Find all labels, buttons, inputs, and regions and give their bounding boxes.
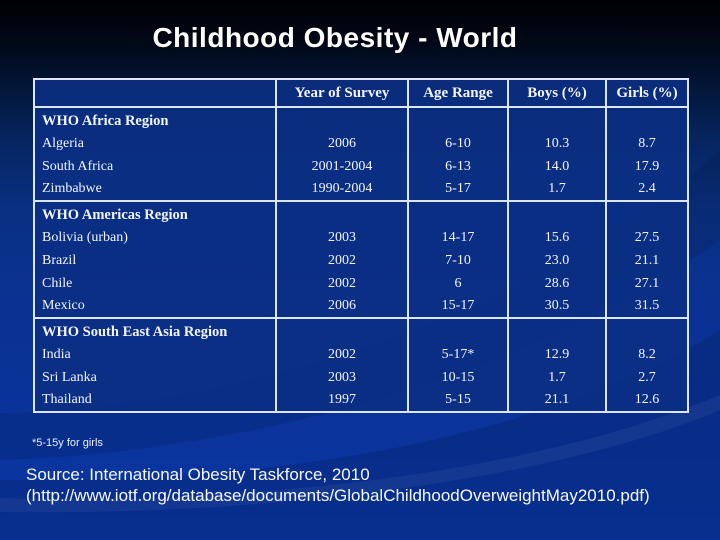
year-cell: 2003 bbox=[275, 226, 408, 249]
boys-cell: 1.7 bbox=[507, 366, 606, 389]
table-row: Zimbabwe 1990-2004 5-17 1.7 2.4 bbox=[34, 178, 688, 201]
boys-cell: 1.7 bbox=[507, 178, 606, 201]
country-cell: Sri Lanka bbox=[42, 369, 97, 385]
year-cell: 2006 bbox=[275, 295, 408, 318]
age-cell: 14-17 bbox=[407, 226, 508, 249]
boys-cell: 23.0 bbox=[507, 249, 606, 272]
region-label: WHO South East Asia Region bbox=[42, 324, 228, 341]
country-cell: Chile bbox=[42, 275, 73, 291]
year-cell: 2002 bbox=[275, 272, 408, 295]
region-header-row: WHO South East Asia Region bbox=[34, 318, 688, 343]
girls-cell: 21.1 bbox=[605, 249, 688, 272]
girls-cell: 12.6 bbox=[605, 389, 688, 412]
empty-cell bbox=[605, 201, 688, 226]
table-row: Brazil 2002 7-10 23.0 21.1 bbox=[34, 249, 688, 272]
empty-cell bbox=[407, 107, 508, 132]
empty-cell bbox=[407, 318, 508, 343]
girls-cell: 31.5 bbox=[605, 295, 688, 318]
country-cell: Brazil bbox=[42, 252, 77, 268]
empty-cell bbox=[605, 107, 688, 132]
header-year: Year of Survey bbox=[275, 79, 408, 108]
header-boys: Boys (%) bbox=[507, 79, 606, 108]
table-row: Bolivia (urban) 2003 14-17 15.6 27.5 bbox=[34, 226, 688, 249]
age-cell: 15-17 bbox=[407, 295, 508, 318]
source-citation: Source: International Obesity Taskforce,… bbox=[26, 464, 650, 506]
empty-cell bbox=[407, 201, 508, 226]
girls-cell: 2.4 bbox=[605, 178, 688, 201]
age-cell: 5-17 bbox=[407, 178, 508, 201]
country-cell: Algeria bbox=[42, 135, 84, 151]
age-cell: 5-15 bbox=[407, 389, 508, 412]
empty-cell bbox=[605, 318, 688, 343]
header-row: Year of Survey Age Range Boys (%) Girls … bbox=[34, 79, 688, 108]
region-header-row: WHO Africa Region bbox=[34, 107, 688, 132]
section-south-east-asia: WHO South East Asia Region India 2002 5-… bbox=[34, 318, 688, 412]
section-americas: WHO Americas Region Bolivia (urban) 2003… bbox=[34, 201, 688, 318]
footnote: *5-15y for girls bbox=[32, 437, 103, 449]
year-cell: 1997 bbox=[275, 389, 408, 412]
header-country bbox=[34, 79, 276, 108]
age-cell: 6-13 bbox=[407, 155, 508, 178]
empty-cell bbox=[275, 318, 408, 343]
source-line-1: Source: International Obesity Taskforce,… bbox=[26, 465, 370, 484]
table-row: Mexico 2006 15-17 30.5 31.5 bbox=[34, 295, 688, 318]
boys-cell: 30.5 bbox=[507, 295, 606, 318]
girls-cell: 27.1 bbox=[605, 272, 688, 295]
country-cell: South Africa bbox=[42, 158, 114, 174]
obesity-data-table: Year of Survey Age Range Boys (%) Girls … bbox=[33, 78, 689, 413]
table-row: Algeria 2006 6-10 10.3 8.7 bbox=[34, 132, 688, 155]
empty-cell bbox=[275, 107, 408, 132]
empty-cell bbox=[275, 201, 408, 226]
empty-cell bbox=[507, 201, 606, 226]
boys-cell: 28.6 bbox=[507, 272, 606, 295]
boys-cell: 21.1 bbox=[507, 389, 606, 412]
empty-cell bbox=[507, 318, 606, 343]
age-cell: 10-15 bbox=[407, 366, 508, 389]
boys-cell: 10.3 bbox=[507, 132, 606, 155]
table-row: Thailand 1997 5-15 21.1 12.6 bbox=[34, 389, 688, 412]
table-row: India 2002 5-17* 12.9 8.2 bbox=[34, 343, 688, 366]
country-cell: India bbox=[42, 346, 71, 362]
age-cell: 5-17* bbox=[407, 343, 508, 366]
year-cell: 1990-2004 bbox=[275, 178, 408, 201]
year-cell: 2002 bbox=[275, 343, 408, 366]
country-cell: Mexico bbox=[42, 298, 85, 314]
table-row: Sri Lanka 2003 10-15 1.7 2.7 bbox=[34, 366, 688, 389]
girls-cell: 17.9 bbox=[605, 155, 688, 178]
slide-title: Childhood Obesity - World bbox=[152, 22, 518, 53]
source-line-2: (http://www.iotf.org/database/documents/… bbox=[26, 486, 650, 505]
region-label: WHO Africa Region bbox=[42, 113, 169, 130]
table-row: Chile 2002 6 28.6 27.1 bbox=[34, 272, 688, 295]
country-cell: Thailand bbox=[42, 392, 92, 408]
year-cell: 2006 bbox=[275, 132, 408, 155]
boys-cell: 14.0 bbox=[507, 155, 606, 178]
year-cell: 2002 bbox=[275, 249, 408, 272]
year-cell: 2003 bbox=[275, 366, 408, 389]
table-header: Year of Survey Age Range Boys (%) Girls … bbox=[34, 79, 688, 108]
region-label: WHO Americas Region bbox=[42, 207, 188, 224]
age-cell: 6 bbox=[407, 272, 508, 295]
header-girls: Girls (%) bbox=[605, 79, 688, 108]
boys-cell: 12.9 bbox=[507, 343, 606, 366]
girls-cell: 27.5 bbox=[605, 226, 688, 249]
year-cell: 2001-2004 bbox=[275, 155, 408, 178]
country-cell: Zimbabwe bbox=[42, 181, 102, 197]
section-africa: WHO Africa Region Algeria 2006 6-10 10.3… bbox=[34, 107, 688, 201]
region-header-row: WHO Americas Region bbox=[34, 201, 688, 226]
country-cell: Bolivia (urban) bbox=[42, 229, 128, 245]
girls-cell: 2.7 bbox=[605, 366, 688, 389]
girls-cell: 8.2 bbox=[605, 343, 688, 366]
table-row: South Africa 2001-2004 6-13 14.0 17.9 bbox=[34, 155, 688, 178]
age-cell: 7-10 bbox=[407, 249, 508, 272]
empty-cell bbox=[507, 107, 606, 132]
boys-cell: 15.6 bbox=[507, 226, 606, 249]
girls-cell: 8.7 bbox=[605, 132, 688, 155]
header-age-range: Age Range bbox=[407, 79, 508, 108]
age-cell: 6-10 bbox=[407, 132, 508, 155]
